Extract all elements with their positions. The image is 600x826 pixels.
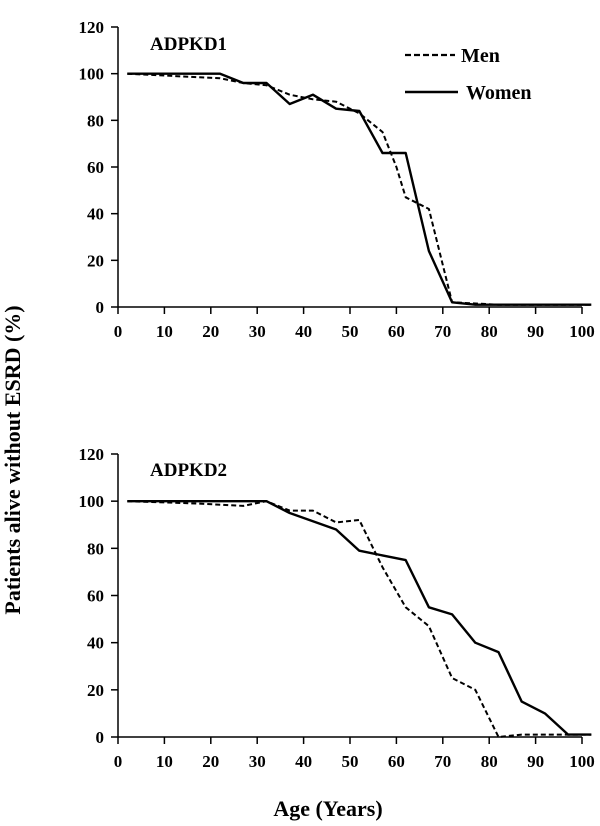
series-line-men (127, 500, 592, 738)
x-tick-label: 50 (342, 752, 359, 771)
y-tick-label: 120 (79, 445, 105, 464)
y-tick-label: 80 (87, 539, 104, 558)
chart-panel-adpkd2: ADPKD2 0 20 40 60 80 100 120 0 10 20 30 40 50 60 70 80 9… (79, 445, 595, 771)
x-tick-label: 10 (156, 322, 173, 341)
x-tick-label: 20 (202, 322, 219, 341)
x-tick-label: 40 (295, 322, 312, 341)
y-tick-label: 0 (96, 298, 105, 317)
series-line-women (127, 72, 592, 306)
y-tick-label: 80 (87, 111, 104, 130)
y-tick-label: 0 (96, 728, 105, 747)
chart-panel-adpkd1: ADPKD1 0 20 40 60 80 100 120 0 10 20 30 40 50 60 70 80 9… (79, 18, 595, 341)
y-tick-label: 40 (87, 205, 104, 224)
x-tick-label: 80 (481, 322, 498, 341)
x-tick-label: 40 (295, 752, 312, 771)
x-tick-label: 90 (527, 752, 544, 771)
x-tick-label: 100 (569, 752, 595, 771)
x-tick-label: 80 (481, 752, 498, 771)
y-tick-label: 20 (87, 251, 104, 270)
y-tick-label: 60 (87, 158, 104, 177)
series-line-men (127, 72, 592, 306)
x-tick-label: 30 (249, 752, 266, 771)
y-tick-label: 100 (79, 492, 105, 511)
x-tick-label: 70 (434, 752, 451, 771)
x-tick-label: 0 (114, 322, 123, 341)
panel-title: ADPKD2 (150, 460, 227, 481)
legend-men-label: Men (461, 45, 500, 67)
x-axis-label: Age (Years) (273, 796, 382, 821)
x-tick-label: 100 (569, 322, 595, 341)
y-tick-label: 20 (87, 681, 104, 700)
series-line-women (127, 500, 592, 736)
x-tick-label: 0 (114, 752, 123, 771)
y-tick-label: 60 (87, 587, 104, 606)
legend-women-label: Women (466, 82, 532, 104)
panel-title: ADPKD1 (150, 34, 227, 55)
x-tick-label: 70 (434, 322, 451, 341)
y-tick-label: 120 (79, 18, 105, 37)
x-tick-label: 30 (249, 322, 266, 341)
x-tick-label: 20 (202, 752, 219, 771)
y-tick-label: 100 (79, 65, 105, 84)
x-tick-label: 10 (156, 752, 173, 771)
legend: Men Women (405, 45, 532, 104)
x-tick-label: 60 (388, 752, 405, 771)
x-tick-label: 90 (527, 322, 544, 341)
x-tick-label: 60 (388, 322, 405, 341)
x-tick-label: 50 (342, 322, 359, 341)
y-axis-label: Patients alive without ESRD (%) (0, 305, 25, 614)
y-tick-label: 40 (87, 634, 104, 653)
